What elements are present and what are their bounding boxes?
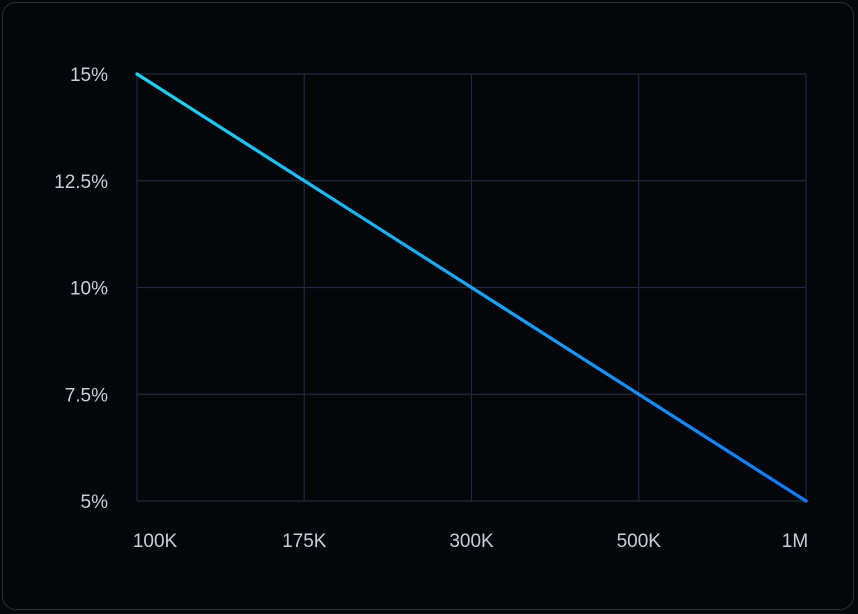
x-tick-label: 1M [782, 531, 808, 552]
y-tick-label: 12.5% [54, 172, 108, 193]
data-point [804, 499, 808, 503]
data-point [637, 393, 640, 396]
x-axis-ticks: 100K 175K 300K 500K 1M [133, 531, 808, 552]
y-axis-ticks: 15% 12.5% 10% 7.5% 5% [54, 65, 108, 513]
data-point [303, 179, 306, 182]
y-tick-label: 7.5% [65, 385, 108, 406]
series-line [135, 72, 808, 503]
data-point [470, 286, 473, 289]
x-tick-label: 500K [617, 531, 662, 552]
y-tick-label: 5% [81, 492, 109, 513]
data-point [135, 72, 139, 76]
series-layer [135, 72, 808, 503]
x-tick-label: 175K [282, 531, 327, 552]
y-tick-label: 15% [70, 65, 108, 86]
x-tick-label: 100K [133, 531, 178, 552]
grid [136, 73, 807, 502]
x-tick-label: 300K [449, 531, 494, 552]
y-tick-label: 10% [70, 279, 108, 300]
